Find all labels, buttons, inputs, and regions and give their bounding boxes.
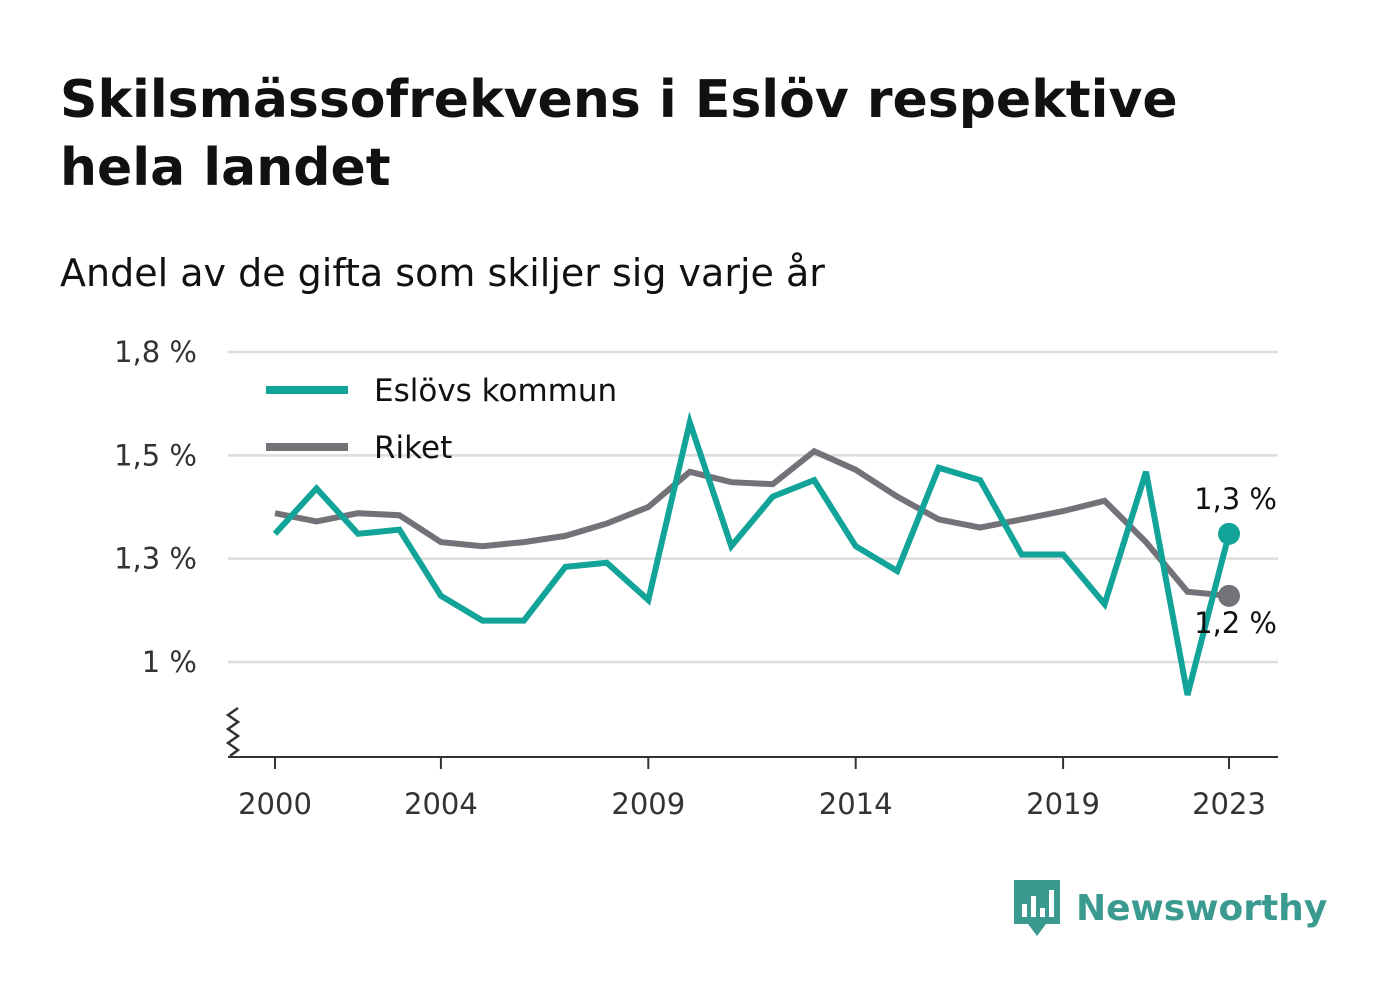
x-axis [225, 706, 1278, 758]
end-label-riket: 1,2 % [1194, 606, 1277, 640]
y-axis-ticks: 1 % 1,3 % 1,5 % 1,8 % [114, 335, 197, 679]
y-tick-label: 1,3 % [114, 542, 197, 576]
grid-lines [228, 350, 1278, 664]
x-tick-label: 2014 [819, 787, 893, 821]
series-line-eslov [272, 411, 1232, 696]
x-axis-ticks: 2000 2004 2009 2014 2019 2023 [238, 757, 1266, 821]
x-tick-label: 2023 [1192, 787, 1266, 821]
series-line-riket [274, 447, 1230, 599]
legend-label-riket: Riket [374, 430, 452, 466]
x-tick-label: 2004 [404, 787, 478, 821]
chart-title: Skilsmässofrekvens i Eslöv respektive he… [60, 70, 1178, 198]
x-tick-label: 2000 [238, 787, 312, 821]
chart-subtitle: Andel av de gifta som skiljer sig varje … [60, 251, 825, 295]
x-tick-label: 2009 [611, 787, 685, 821]
x-tick-label: 2019 [1026, 787, 1100, 821]
legend: Eslövs kommun Riket [266, 373, 617, 466]
y-axis-break-icon [225, 706, 241, 757]
y-tick-label: 1,5 % [114, 438, 197, 472]
brand-name: Newsworthy [1076, 887, 1328, 929]
y-tick-label: 1,8 % [114, 335, 197, 369]
end-point-riket [1218, 584, 1240, 607]
y-tick-label: 1 % [142, 645, 197, 679]
end-label-eslov: 1,3 % [1194, 482, 1277, 516]
newsworthy-logo: Newsworthy [1012, 878, 1327, 938]
bar-chart-icon [1014, 880, 1060, 936]
legend-label-eslov: Eslövs kommun [374, 373, 617, 409]
series [272, 411, 1240, 696]
end-point-eslov [1218, 522, 1240, 545]
